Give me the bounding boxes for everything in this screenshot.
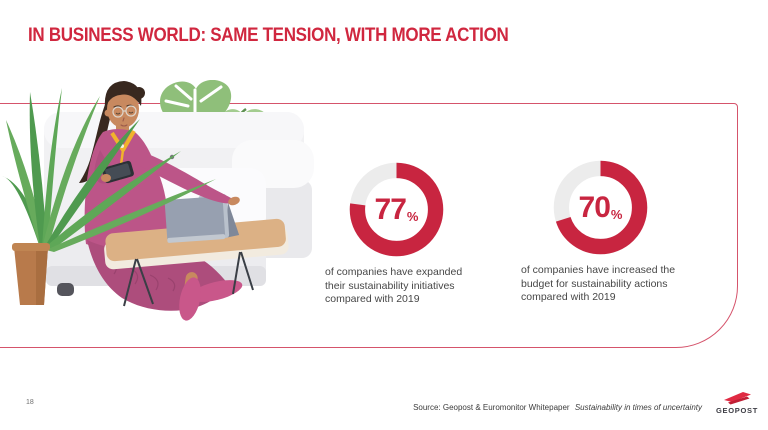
stat-caption: of companies have expanded their sustain… [325, 266, 515, 307]
stat-block-expanded-initiatives: 77 % of companies have expanded their su… [325, 160, 515, 307]
red-rounded-frame [0, 103, 738, 348]
donut-chart-77: 77 % [349, 162, 444, 257]
donut-center-label: 70 % [553, 160, 648, 255]
stat-value: 70 [578, 190, 611, 224]
geopost-logo: GEOPOST [711, 391, 763, 415]
illustration-woman-on-couch [2, 80, 314, 321]
geopost-logo-text: GEOPOST [716, 406, 758, 415]
slippers [179, 272, 243, 321]
donut-arc [553, 160, 648, 255]
table-hairpin-legs [123, 251, 254, 307]
stat-block-increased-budget: 70 % of companies have increased the bud… [521, 160, 711, 305]
source-prefix: Source: Geopost & Euromonitor Whitepaper [413, 403, 570, 412]
stat-value: 77 [374, 192, 407, 226]
donut-center-label: 77 % [349, 162, 444, 257]
caption-line: compared with 2019 [325, 293, 420, 305]
stat-caption: of companies have increased the budget f… [521, 264, 711, 305]
geopost-swoosh-icon [724, 392, 751, 405]
tablet-icon [164, 193, 240, 243]
stat-unit: % [406, 209, 419, 224]
caption-line: of companies have expanded [325, 266, 463, 278]
caption-line: of companies have increased the [521, 264, 676, 276]
source-document-title: Sustainability in times of uncertainty [574, 403, 702, 412]
donut-arc [349, 162, 444, 257]
palm-plant-icon [2, 88, 216, 305]
slide-title: IN BUSINESS WORLD: SAME TENSION, WITH MO… [28, 24, 509, 46]
stat-unit: % [610, 207, 623, 222]
source-line: Source: Geopost & Euromonitor Whitepaper… [413, 403, 702, 412]
page-number: 18 [26, 399, 34, 406]
donut-chart-70: 70 % [553, 160, 648, 255]
caption-line: compared with 2019 [521, 291, 616, 303]
caption-line: budget for sustainability actions [521, 277, 668, 290]
caption-line: their sustainability initiatives [325, 279, 455, 292]
